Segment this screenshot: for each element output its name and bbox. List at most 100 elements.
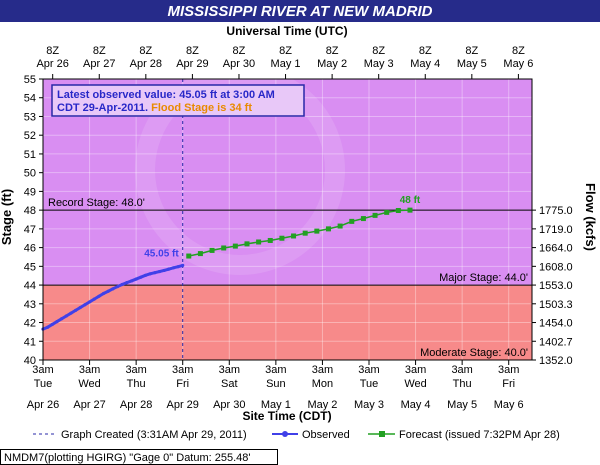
legend-forecast-marker <box>379 431 385 437</box>
latest-value-box <box>51 84 305 117</box>
bottom-tick-weekday: Fri <box>502 378 515 390</box>
bottom-tick-weekday: Fri <box>176 378 189 390</box>
bottom-axis-title: Site Time (CDT) <box>242 409 331 423</box>
bottom-tick-hour: 3am <box>405 364 426 376</box>
forecast-point <box>325 226 331 232</box>
forecast-point <box>244 241 250 247</box>
top-tick-hour: 8Z <box>465 45 478 57</box>
top-tick-hour: 8Z <box>139 45 152 57</box>
top-tick-hour: 8Z <box>419 45 432 57</box>
forecast-point <box>221 245 227 251</box>
y2-tick-label: 1664.0 <box>539 243 573 255</box>
y-tick-label: 49 <box>24 186 36 198</box>
forecast-point <box>197 251 203 257</box>
chart-title: MISSISSIPPI RIVER AT NEW MADRID <box>167 3 432 20</box>
observed-point <box>46 325 50 329</box>
noaa-watermark <box>135 65 345 275</box>
forecast-value-label: 48 ft <box>400 195 421 206</box>
bottom-tick-weekday: Wed <box>404 378 426 390</box>
bottom-tick-weekday: Thu <box>453 378 472 390</box>
y2-tick-label: 1719.0 <box>539 224 573 236</box>
observed-point <box>78 305 82 310</box>
observed-point <box>176 265 180 269</box>
bottom-tick-weekday: Mon <box>312 378 333 390</box>
bottom-tick-hour: 3am <box>125 364 146 376</box>
top-tick-date: May 4 <box>410 58 440 70</box>
forecast-point <box>395 208 401 214</box>
observed-point <box>97 294 101 298</box>
plot-area: Record Stage: 48.0' Major Stage: 44.0' Mod… <box>24 45 573 411</box>
observed-point <box>74 308 78 312</box>
title-bar <box>0 0 600 22</box>
stage-line-label: Major Stage: 44.0' <box>439 272 528 284</box>
top-tick-date: May 3 <box>364 58 394 70</box>
y2-tick-label: 1553.0 <box>539 280 573 292</box>
top-tick-hour: 8Z <box>233 45 246 57</box>
observed-point <box>64 314 68 318</box>
forecast-point <box>291 233 297 239</box>
observed-point <box>167 267 171 271</box>
y2-axis-title: Flow (kcfs) <box>583 183 598 251</box>
latest-value-line2: CDT 29-Apr-2011. Flood Stage is 34 ft <box>57 102 252 114</box>
observed-point <box>55 319 59 324</box>
observed-point <box>134 277 138 281</box>
forecast-point <box>407 207 413 213</box>
top-tick-date: Apr 29 <box>176 58 208 70</box>
bottom-tick-date: Apr 27 <box>73 399 105 411</box>
observed-point <box>148 272 152 276</box>
bottom-tick-hour: 3am <box>219 364 240 376</box>
bottom-tick-date: May 1 <box>261 399 291 411</box>
forecast-point <box>349 218 355 224</box>
plot-frame <box>42 78 533 361</box>
bottom-tick-hour: 3am <box>451 364 472 376</box>
y2-tick-label: 1608.0 <box>539 261 573 273</box>
bottom-tick-hour: 3am <box>358 364 379 376</box>
bottom-tick-weekday: Tue <box>34 378 53 390</box>
bottom-tick-date: Apr 26 <box>27 399 59 411</box>
bottom-tick-weekday: Thu <box>127 378 146 390</box>
observed-point <box>115 284 120 289</box>
forecast-point <box>314 228 320 234</box>
y-tick-label: 40 <box>24 355 36 367</box>
top-tick-date: May 2 <box>317 58 347 70</box>
y2-tick-label: 1402.7 <box>539 336 573 348</box>
bottom-tick-date: May 4 <box>401 399 431 411</box>
y2-tick-label: 1775.0 <box>539 205 573 217</box>
forecast-point <box>186 253 192 259</box>
observed-point <box>120 282 124 287</box>
observed-point <box>181 263 185 267</box>
bottom-tick-weekday: Sat <box>221 378 238 390</box>
y2-tick-label: 1454.0 <box>539 318 573 330</box>
observed-point <box>139 275 143 279</box>
latest-value-date: CDT 29-Apr-2011. <box>57 102 151 114</box>
y-tick-label: 55 <box>24 74 36 86</box>
top-tick-date: May 6 <box>503 58 533 70</box>
top-tick-hour: 8Z <box>372 45 385 57</box>
observed-point <box>106 289 110 293</box>
y-tick-label: 52 <box>24 130 36 142</box>
observed-point <box>69 311 73 315</box>
bottom-tick-hour: 3am <box>172 364 193 376</box>
y2-tick-label: 1352.0 <box>539 355 573 367</box>
stage-line-label: Moderate Stage: 40.0' <box>420 347 528 359</box>
y-tick-label: 45 <box>24 261 36 273</box>
y-tick-label: 54 <box>24 93 36 105</box>
forecast-point <box>360 216 366 222</box>
forecast-point <box>267 237 273 243</box>
observed-point <box>87 300 92 304</box>
legend-observed-label: Observed <box>302 429 350 441</box>
top-tick-hour: 8Z <box>46 45 59 57</box>
bottom-tick-hour: 3am <box>312 364 333 376</box>
bottom-tick-hour: 3am <box>265 364 286 376</box>
observed-point <box>157 269 162 274</box>
y-tick-label: 48 <box>24 205 36 217</box>
top-tick-date: May 1 <box>271 58 301 70</box>
bottom-tick-date: May 6 <box>494 399 524 411</box>
observed-value-label: 45.05 ft <box>144 248 179 259</box>
y-tick-label: 43 <box>24 299 36 311</box>
bottom-tick-hour: 3am <box>32 364 53 376</box>
y-tick-label: 46 <box>24 243 36 255</box>
bottom-tick-weekday: Wed <box>78 378 100 390</box>
